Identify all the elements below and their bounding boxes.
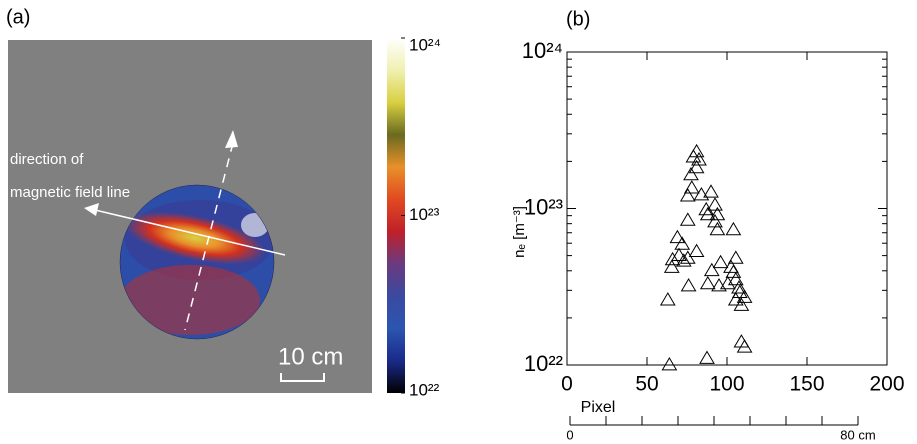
scale-label: 10 cm xyxy=(278,343,343,370)
annotation: direction of xyxy=(10,151,84,168)
x2-tick-label: 80 cm xyxy=(840,427,875,442)
x-tick-label: 150 xyxy=(789,373,824,396)
x-tick-label: 100 xyxy=(709,373,744,396)
panel-label: (b) xyxy=(566,8,590,30)
data-point xyxy=(726,265,740,277)
data-point xyxy=(661,293,675,305)
data-point xyxy=(710,223,724,235)
x-axis-label: Pixel xyxy=(581,399,616,416)
data-point xyxy=(700,352,714,364)
y-tick-label: 10²⁴ xyxy=(522,38,563,63)
y-tick-label: 10²² xyxy=(524,351,563,376)
colorbar-tick-label: 10²² xyxy=(409,380,440,399)
x-tick-label: 50 xyxy=(635,373,658,396)
x-tick-label: 0 xyxy=(561,373,573,396)
data-point xyxy=(714,256,728,268)
data-point xyxy=(690,245,704,257)
figure: (a) direction of magnetic field line 10 … xyxy=(0,0,917,444)
annotation: magnetic field line xyxy=(10,184,130,201)
data-point xyxy=(686,150,700,162)
data-point xyxy=(690,161,704,173)
data-point xyxy=(708,198,722,210)
colorbar-tick-label: 10²⁴ xyxy=(409,35,441,54)
y-tick-label: 10²³ xyxy=(524,194,563,219)
plot-frame xyxy=(567,52,887,365)
data-point xyxy=(681,189,695,201)
data-point xyxy=(682,279,696,291)
data-point xyxy=(708,215,722,227)
data-point xyxy=(734,298,748,310)
data-point xyxy=(726,223,740,235)
data-point xyxy=(705,264,719,276)
data-point xyxy=(738,340,752,352)
data-point xyxy=(701,277,715,289)
x2-tick-label: 0 xyxy=(566,427,573,442)
colorbar-tick-label: 10²³ xyxy=(409,205,440,224)
data-point xyxy=(662,358,676,370)
x-tick-label: 200 xyxy=(869,373,904,396)
data-point xyxy=(681,213,695,225)
panel-label: (a) xyxy=(6,6,30,28)
